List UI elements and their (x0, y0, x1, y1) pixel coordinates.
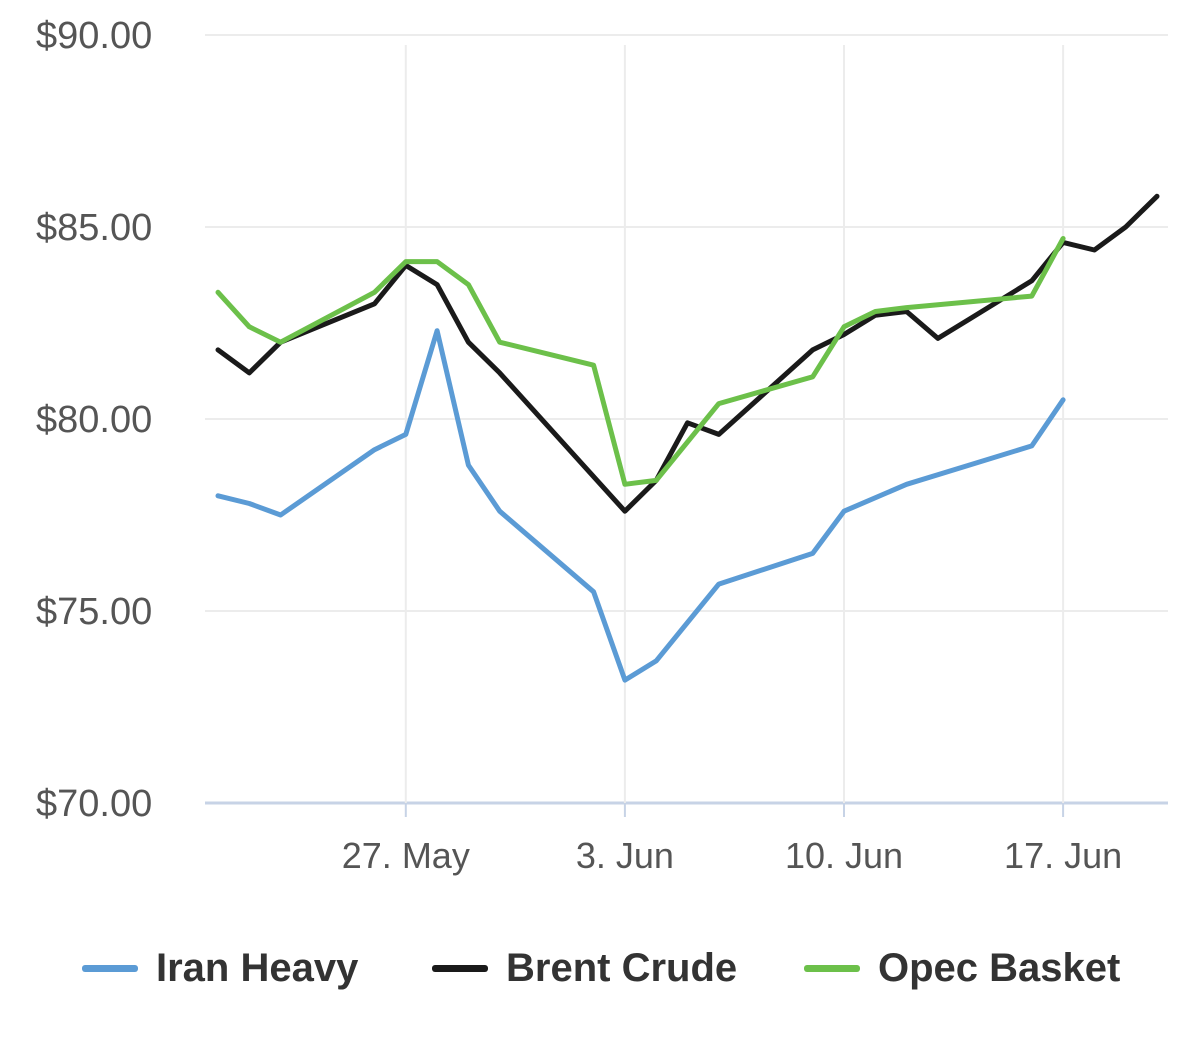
legend-label-brent-crude: Brent Crude (506, 945, 738, 990)
legend-label-iran-heavy: Iran Heavy (156, 945, 359, 990)
chart-legend: Iran Heavy Brent Crude Opec Basket (0, 938, 1200, 1008)
legend-swatch-opec-basket (804, 964, 860, 972)
y-tick-label: $70.00 (36, 783, 152, 825)
legend-swatch-iran-heavy (82, 964, 138, 972)
series-line-brent-crude[interactable] (215, 193, 1160, 514)
y-tick-label: $80.00 (36, 399, 152, 441)
series-line-opec-basket[interactable] (215, 236, 1066, 487)
y-tick-label: $90.00 (36, 15, 152, 57)
series-line-iran-heavy[interactable] (215, 328, 1066, 683)
legend-label-opec-basket: Opec Basket (878, 945, 1121, 990)
legend-item-brent-crude[interactable]: Brent Crude (432, 938, 737, 998)
y-tick-label: $75.00 (36, 591, 152, 633)
x-tick-label: 10. Jun (785, 835, 903, 876)
x-tick-label: 3. Jun (576, 835, 674, 876)
y-tick-label: $85.00 (36, 207, 152, 249)
line-chart: $70.00 $75.00 $80.00 $85.00 $90.00 27. May 3.… (36, 15, 1168, 876)
legend-item-opec-basket[interactable]: Opec Basket (804, 938, 1120, 998)
series-lines (215, 193, 1160, 683)
x-axis-ticks: 27. May 3. Jun 10. Jun 17. Jun (342, 803, 1122, 876)
y-axis-ticks: $70.00 $75.00 $80.00 $85.00 $90.00 (36, 15, 152, 825)
grid-lines (205, 34, 1168, 805)
x-tick-label: 27. May (342, 835, 470, 876)
legend-swatch-brent-crude (432, 964, 488, 972)
x-tick-label: 17. Jun (1004, 835, 1122, 876)
legend-item-iran-heavy[interactable]: Iran Heavy (82, 938, 358, 998)
